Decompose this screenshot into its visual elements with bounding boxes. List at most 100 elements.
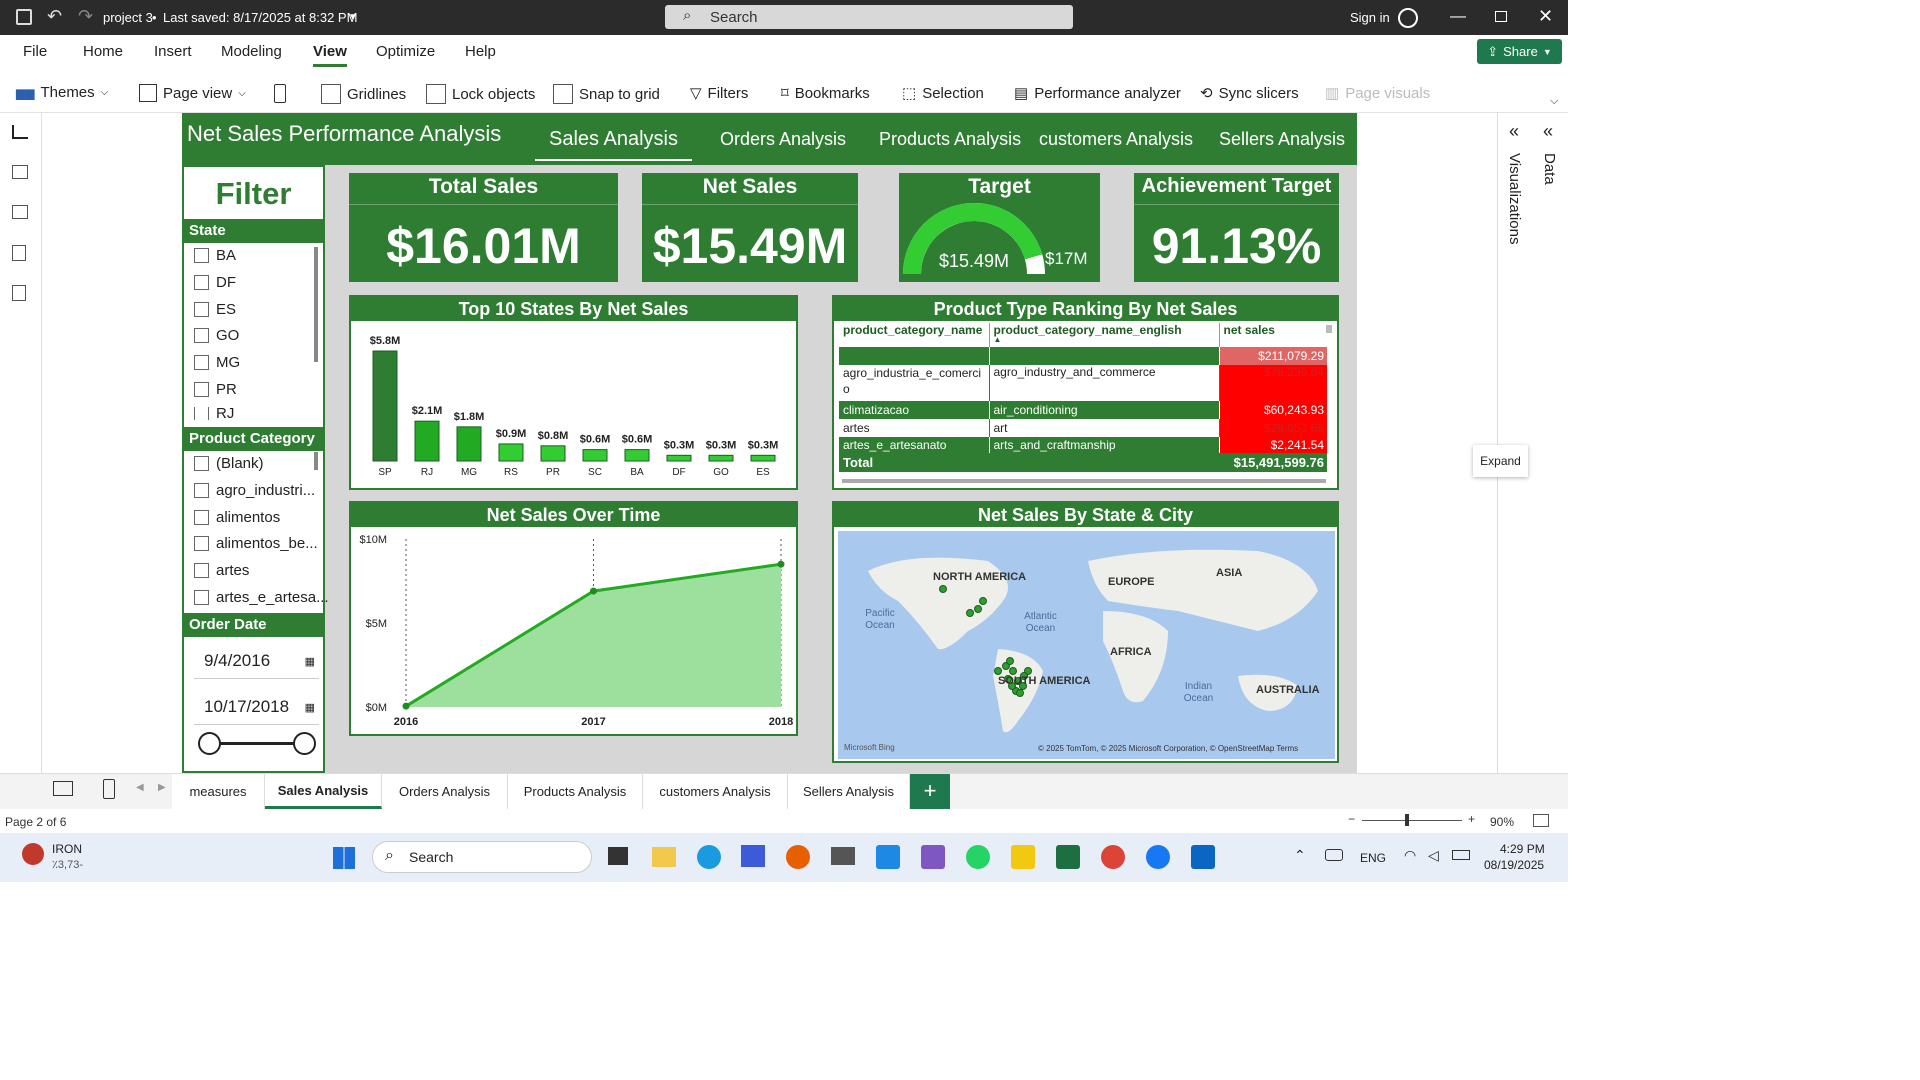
- category-item[interactable]: artes: [194, 562, 249, 579]
- maximize-button[interactable]: [1495, 11, 1507, 22]
- column-header[interactable]: product_category_name_english ▲: [989, 323, 1220, 347]
- close-button[interactable]: ✕: [1538, 6, 1554, 26]
- zoom-in-button[interactable]: +: [1468, 812, 1476, 826]
- network-icon[interactable]: [1325, 849, 1343, 861]
- taskbar-search[interactable]: ⌕ Search: [372, 841, 592, 873]
- menu-view[interactable]: View: [313, 43, 347, 67]
- lock-objects-checkbox[interactable]: Lock objects: [426, 84, 535, 104]
- state-item[interactable]: PR: [194, 381, 237, 398]
- nav-sellers-analysis[interactable]: Sellers Analysis: [1219, 129, 1346, 149]
- net-sales-card[interactable]: Net Sales $15.49M: [642, 173, 858, 282]
- nav-sales-analysis[interactable]: Sales Analysis: [535, 128, 692, 161]
- snap-to-grid-checkbox[interactable]: Snap to grid: [553, 84, 660, 104]
- zoom-level[interactable]: 90%: [1490, 815, 1515, 829]
- wifi-icon[interactable]: ◠: [1404, 847, 1417, 863]
- scrollbar[interactable]: [314, 452, 318, 470]
- menu-modeling[interactable]: Modeling: [221, 43, 282, 60]
- chevron-down-icon[interactable]: ▼: [348, 12, 358, 23]
- state-item[interactable]: RJ: [194, 407, 234, 420]
- column-header[interactable]: net sales: [1223, 323, 1275, 337]
- scrollbar[interactable]: [1326, 325, 1332, 333]
- firefox-icon[interactable]: [786, 845, 810, 869]
- scrollbar[interactable]: [314, 247, 318, 362]
- table-view-icon[interactable]: [12, 165, 28, 179]
- bookmarks-button[interactable]: ⌑ Bookmarks: [781, 84, 870, 103]
- sales-map[interactable]: Net Sales By State & City NORTH AMERICA …: [832, 501, 1339, 763]
- whatsapp-icon[interactable]: [966, 845, 990, 869]
- category-item[interactable]: alimentos_be...: [194, 535, 318, 552]
- nav-customers-analysis[interactable]: customers Analysis: [1039, 129, 1194, 149]
- document-title[interactable]: project 3: [103, 10, 153, 25]
- store-icon[interactable]: [741, 845, 765, 867]
- collapse-visualizations-icon[interactable]: «: [1509, 121, 1520, 141]
- menu-insert[interactable]: Insert: [154, 43, 192, 60]
- state-item[interactable]: BA: [194, 247, 236, 264]
- minimize-button[interactable]: —: [1450, 8, 1466, 25]
- data-pane-tab[interactable]: Data: [1541, 153, 1558, 185]
- selection-button[interactable]: ⬚ Selection: [902, 84, 984, 103]
- search-input[interactable]: ⌕ Search: [665, 5, 1073, 29]
- page-tab-products-analysis[interactable]: Products Analysis: [508, 774, 643, 809]
- calendar-icon[interactable]: ▦: [304, 702, 315, 714]
- page-tab-sales-analysis[interactable]: Sales Analysis: [265, 774, 382, 809]
- sync-slicers-button[interactable]: ⟲ Sync slicers: [1200, 84, 1299, 103]
- state-item[interactable]: MG: [194, 354, 240, 371]
- battery-icon[interactable]: [1452, 850, 1470, 860]
- category-item[interactable]: alimentos: [194, 509, 280, 526]
- nav-orders-analysis[interactable]: Orders Analysis: [720, 129, 847, 149]
- powerbi-icon[interactable]: [1011, 845, 1035, 869]
- undo-icon[interactable]: ↶: [47, 6, 63, 26]
- map-credit[interactable]: © 2025 TomTom, © 2025 Microsoft Corporat…: [1038, 744, 1299, 753]
- ribbon-collapse-icon[interactable]: ⌵: [1550, 95, 1559, 107]
- table-row[interactable]: artes_e_artesanato arts_and_craftmanship …: [839, 437, 1327, 453]
- table-row[interactable]: $211,079.29: [839, 347, 1327, 365]
- redo-icon[interactable]: ↷: [78, 6, 94, 26]
- chrome-icon[interactable]: [1101, 845, 1125, 869]
- zoom-out-button[interactable]: −: [1348, 812, 1356, 826]
- volume-icon[interactable]: ◁: [1428, 847, 1439, 863]
- product-ranking-table[interactable]: Product Type Ranking By Net Sales produc…: [832, 295, 1339, 490]
- menu-file[interactable]: File: [23, 43, 48, 60]
- sign-in-link[interactable]: Sign in: [1350, 10, 1390, 25]
- model-view-icon[interactable]: [12, 205, 28, 219]
- dax-query-icon[interactable]: [12, 245, 26, 261]
- language-indicator[interactable]: ENG: [1360, 851, 1387, 865]
- total-sales-card[interactable]: Total Sales $16.01M: [349, 173, 618, 282]
- vscode-icon[interactable]: [876, 845, 900, 869]
- table-row[interactable]: artes art $28,053.65: [839, 419, 1327, 437]
- start-button[interactable]: [333, 847, 355, 869]
- report-view-icon[interactable]: [12, 125, 28, 139]
- state-item[interactable]: ES: [194, 301, 236, 318]
- task-view-icon[interactable]: [608, 847, 628, 865]
- category-item[interactable]: agro_industri...: [194, 482, 315, 499]
- menu-optimize[interactable]: Optimize: [376, 43, 436, 60]
- column-header[interactable]: product_category_name: [839, 323, 990, 347]
- state-item[interactable]: GO: [194, 327, 239, 344]
- edge-icon[interactable]: [697, 845, 721, 869]
- date-from-input[interactable]: 9/4/2016 ▦: [194, 643, 319, 679]
- prev-page-icon[interactable]: ◀: [136, 782, 144, 793]
- nav-products-analysis[interactable]: Products Analysis: [879, 129, 1022, 149]
- account-icon[interactable]: [1398, 8, 1418, 28]
- chevron-up-icon[interactable]: ⌃: [1294, 847, 1306, 863]
- report-page[interactable]: Net Sales Performance Analysis Sales Ana…: [182, 113, 1357, 773]
- map-canvas[interactable]: NORTH AMERICA EUROPE ASIA Pacific Ocean …: [838, 531, 1335, 759]
- page-visuals-button[interactable]: ▥ Page visuals: [1325, 84, 1431, 103]
- zoom-slider[interactable]: [1362, 820, 1462, 821]
- save-icon[interactable]: [16, 9, 32, 25]
- visualizations-pane-tab[interactable]: Visualizations: [1506, 153, 1523, 245]
- category-item[interactable]: (Blank): [194, 455, 264, 472]
- clock-time[interactable]: 4:29 PM: [1500, 842, 1545, 856]
- performance-analyzer-button[interactable]: ▤ Performance analyzer: [1014, 84, 1181, 103]
- date-range-handle-start[interactable]: [198, 732, 221, 755]
- date-to-input[interactable]: 10/17/2018 ▦: [194, 689, 319, 725]
- page-view-button[interactable]: Page view ⌵: [139, 84, 246, 102]
- page-tab-customers-analysis[interactable]: customers Analysis: [643, 774, 788, 809]
- tmdl-view-icon[interactable]: [12, 285, 26, 301]
- table-row[interactable]: climatizacao air_conditioning $60,243.93: [839, 401, 1327, 419]
- visual-studio-icon[interactable]: [921, 845, 945, 869]
- linkedin-icon[interactable]: [1191, 845, 1215, 869]
- date-range-handle-end[interactable]: [293, 732, 316, 755]
- top-states-bar-chart[interactable]: Top 10 States By Net Sales $5.8M SP $2.1M R…: [349, 295, 798, 490]
- facebook-icon[interactable]: [1146, 845, 1170, 869]
